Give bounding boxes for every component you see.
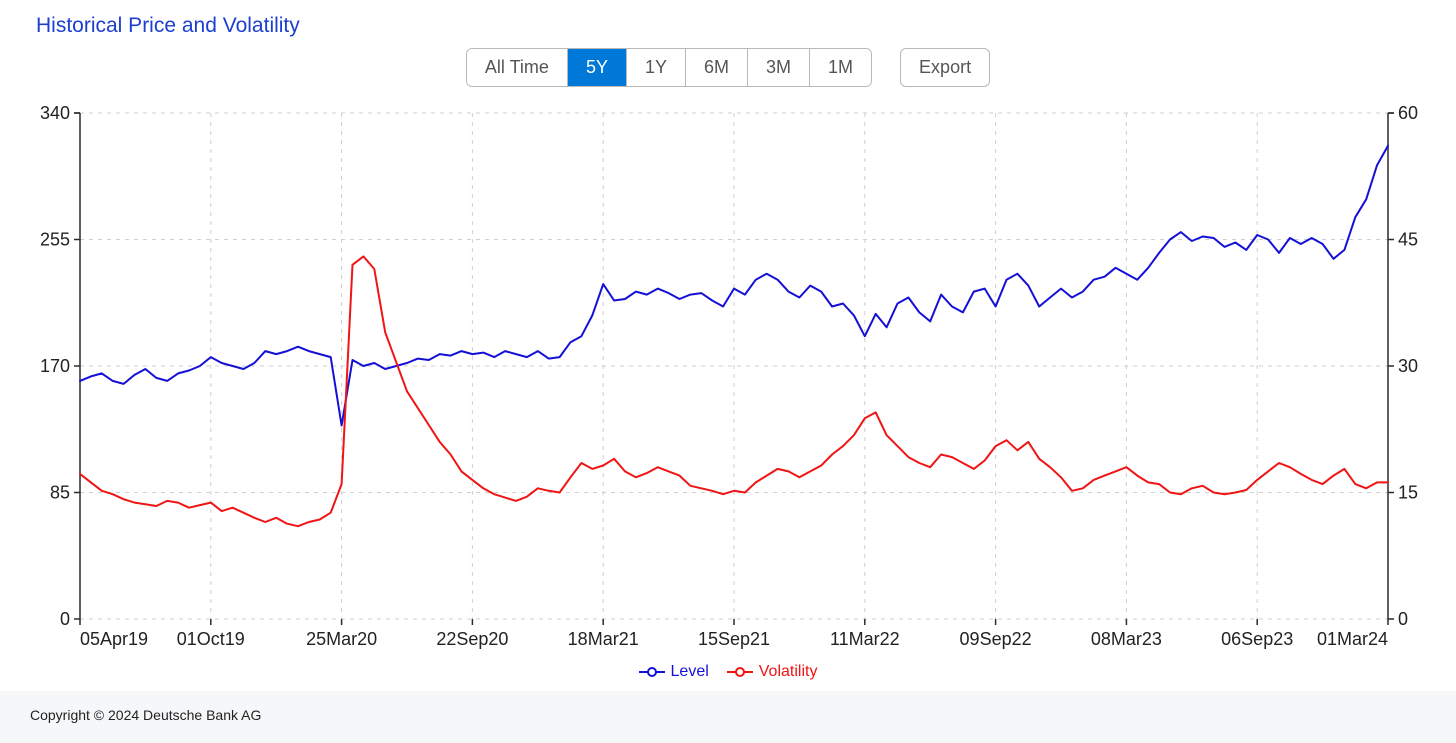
svg-text:85: 85	[50, 483, 70, 503]
svg-text:45: 45	[1398, 230, 1418, 250]
svg-text:01Oct19: 01Oct19	[177, 629, 245, 649]
svg-text:18Mar21: 18Mar21	[568, 629, 639, 649]
svg-text:01Mar24: 01Mar24	[1317, 629, 1388, 649]
range-button-1m[interactable]: 1M	[810, 49, 871, 86]
svg-text:08Mar23: 08Mar23	[1091, 629, 1162, 649]
svg-text:0: 0	[60, 609, 70, 629]
range-button-3m[interactable]: 3M	[748, 49, 810, 86]
controls-row: All Time5Y1Y6M3M1M Export	[0, 42, 1456, 99]
svg-text:30: 30	[1398, 356, 1418, 376]
svg-text:11Mar22: 11Mar22	[830, 629, 900, 649]
range-button-6m[interactable]: 6M	[686, 49, 748, 86]
svg-text:255: 255	[40, 230, 70, 250]
range-button-all-time[interactable]: All Time	[467, 49, 568, 86]
legend-item-level: Level	[639, 663, 709, 681]
legend-label-volatility: Volatility	[759, 663, 818, 681]
svg-text:0: 0	[1398, 609, 1408, 629]
svg-text:170: 170	[40, 356, 70, 376]
svg-text:05Apr19: 05Apr19	[80, 629, 148, 649]
chart-legend: Level Volatility	[0, 659, 1456, 691]
svg-text:22Sep20: 22Sep20	[436, 629, 508, 649]
svg-text:15Sep21: 15Sep21	[698, 629, 770, 649]
svg-text:06Sep23: 06Sep23	[1221, 629, 1293, 649]
legend-item-volatility: Volatility	[727, 663, 818, 681]
svg-text:09Sep22: 09Sep22	[960, 629, 1032, 649]
chart-area: 0 85 170 255 340 0 15 30 45 60 05Apr19 01Oct19 25Mar…	[0, 99, 1456, 659]
svg-text:340: 340	[40, 103, 70, 123]
legend-swatch-volatility	[727, 666, 753, 678]
range-button-5y[interactable]: 5Y	[568, 49, 627, 86]
export-button[interactable]: Export	[900, 48, 990, 87]
svg-text:60: 60	[1398, 103, 1418, 123]
price-volatility-chart: 0 85 170 255 340 0 15 30 45 60 05Apr19 01Oct19 25Mar…	[0, 99, 1456, 659]
svg-text:15: 15	[1398, 483, 1418, 503]
time-range-group: All Time5Y1Y6M3M1M	[466, 48, 872, 87]
app-root: Historical Price and Volatility All Time…	[0, 0, 1456, 743]
legend-swatch-level	[639, 666, 665, 678]
copyright-footer: Copyright © 2024 Deutsche Bank AG	[0, 691, 1456, 743]
chart-title: Historical Price and Volatility	[0, 0, 1456, 42]
legend-label-level: Level	[671, 663, 709, 681]
svg-text:25Mar20: 25Mar20	[306, 629, 377, 649]
range-button-1y[interactable]: 1Y	[627, 49, 686, 86]
